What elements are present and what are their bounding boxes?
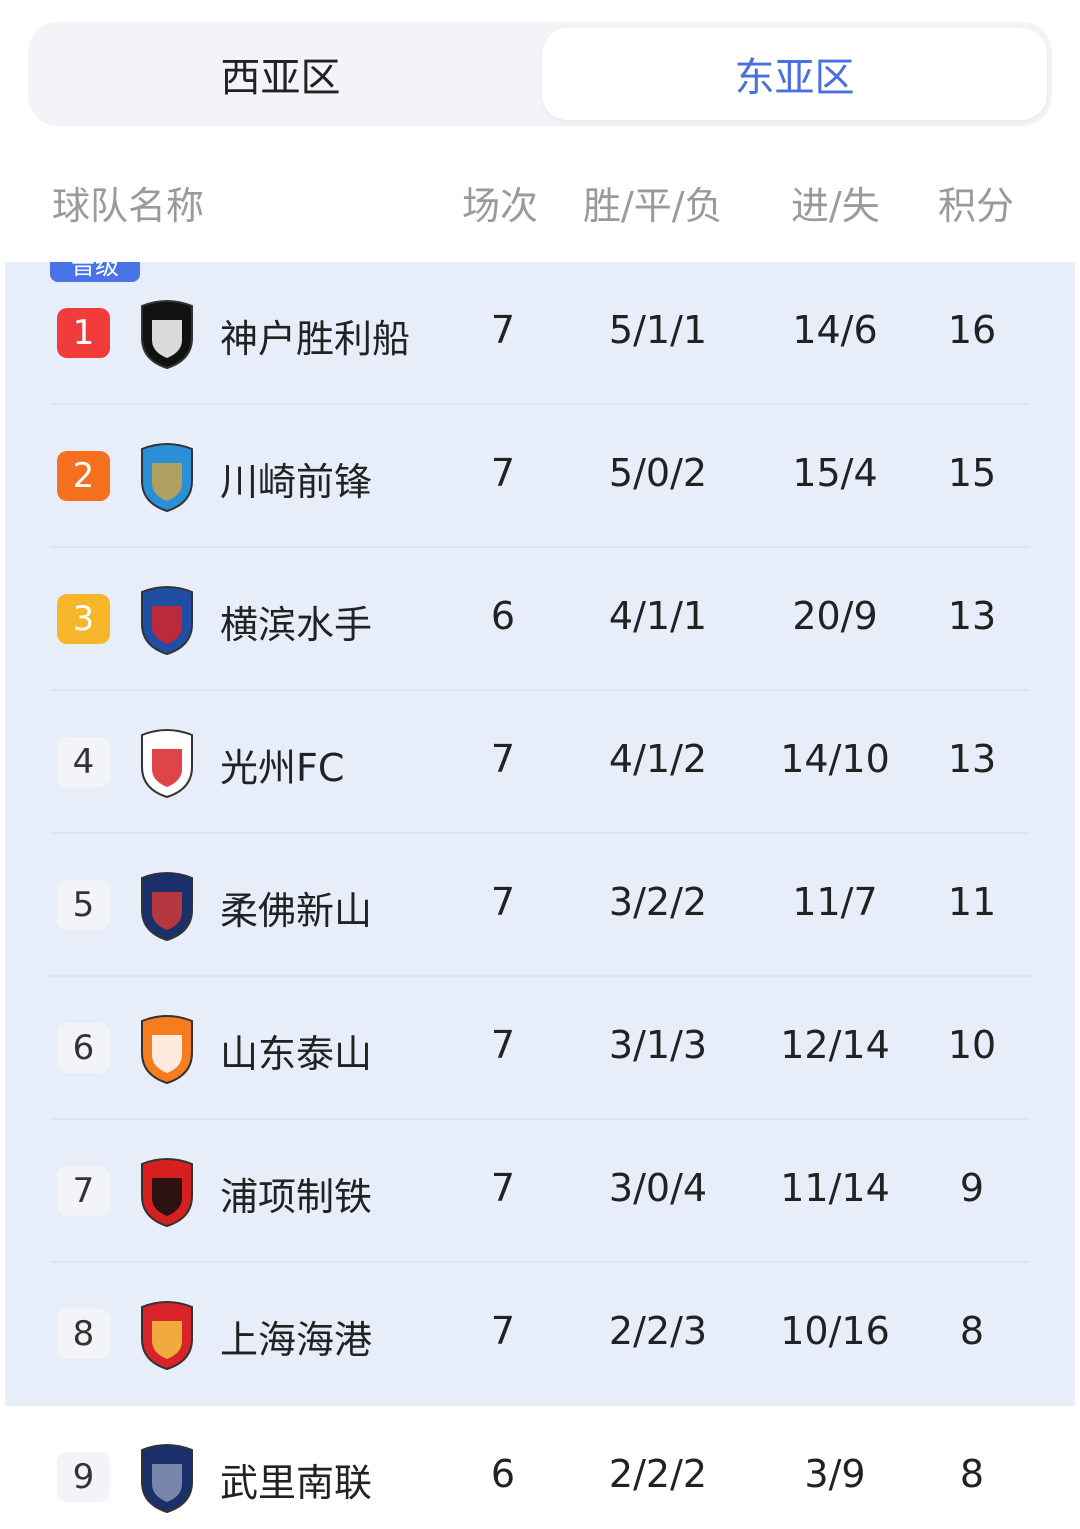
rank-badge: 7 — [57, 1166, 110, 1216]
points-value: 16 — [947, 308, 997, 352]
table-row[interactable]: 4 光州FC 7 4/1/2 14/10 13 — [5, 691, 1075, 834]
table-row[interactable]: 1 神户胜利船 7 5/1/1 14/6 16 — [5, 262, 1075, 405]
played-value: 7 — [490, 1023, 516, 1067]
wdl-value: 2/2/3 — [608, 1309, 708, 1353]
rank-badge: 9 — [57, 1452, 110, 1502]
played-value: 7 — [490, 308, 516, 352]
yokohama-marinos-logo-icon — [141, 586, 193, 656]
row-divider — [50, 1261, 1030, 1263]
table-row[interactable]: 7 浦项制铁 7 3/0/4 11/14 9 — [5, 1120, 1075, 1263]
table-row[interactable]: 8 上海海港 7 2/2/3 10/16 8 — [5, 1263, 1075, 1406]
points-value: 10 — [947, 1023, 997, 1067]
team-name[interactable]: 柔佛新山 — [220, 889, 373, 933]
shandong-taishan-logo-icon — [141, 1015, 193, 1085]
team-name[interactable]: 上海海港 — [220, 1318, 373, 1362]
wdl-value: 3/1/3 — [608, 1023, 708, 1067]
played-value: 7 — [490, 1166, 516, 1210]
header-wdl: 胜/平/负 — [583, 184, 723, 228]
points-value: 8 — [959, 1452, 985, 1496]
johor-logo-icon — [141, 872, 193, 942]
played-value: 7 — [490, 451, 516, 495]
team-name[interactable]: 浦项制铁 — [220, 1175, 373, 1219]
rank-badge: 5 — [57, 880, 110, 930]
points-value: 11 — [947, 880, 997, 924]
buriram-united-logo-icon — [141, 1444, 193, 1514]
goals-value: 15/4 — [792, 451, 878, 495]
points-value: 9 — [959, 1166, 985, 1210]
vissel-kobe-logo-icon — [141, 300, 193, 370]
row-divider — [50, 832, 1030, 834]
goals-value: 11/14 — [780, 1166, 890, 1210]
wdl-value: 2/2/2 — [608, 1452, 708, 1496]
goals-value: 14/10 — [780, 737, 890, 781]
table-row[interactable]: 2 川崎前锋 7 5/0/2 15/4 15 — [5, 405, 1075, 548]
goals-value: 11/7 — [792, 880, 878, 924]
rank-badge: 1 — [57, 308, 110, 358]
row-divider — [50, 403, 1030, 405]
wdl-value: 3/2/2 — [608, 880, 708, 924]
promotion-badge: 晋级 — [50, 262, 140, 282]
tab-east-asia[interactable]: 东亚区 — [542, 28, 1047, 120]
rank-badge: 2 — [57, 451, 110, 501]
wdl-value: 5/0/2 — [608, 451, 708, 495]
table-row[interactable]: 5 柔佛新山 7 3/2/2 11/7 11 — [5, 834, 1075, 977]
row-divider — [50, 546, 1030, 548]
team-name[interactable]: 武里南联 — [220, 1461, 373, 1505]
played-value: 6 — [490, 594, 516, 638]
goals-value: 10/16 — [780, 1309, 890, 1353]
points-value: 15 — [947, 451, 997, 495]
row-divider — [50, 975, 1030, 977]
header-team: 球队名称 — [52, 184, 205, 228]
goals-value: 14/6 — [792, 308, 878, 352]
header-goals: 进/失 — [791, 184, 880, 228]
played-value: 6 — [490, 1452, 516, 1496]
wdl-value: 4/1/2 — [608, 737, 708, 781]
table-row[interactable]: 9 武里南联 6 2/2/2 3/9 8 — [5, 1406, 1075, 1529]
gwangju-fc-logo-icon — [141, 729, 193, 799]
rank-badge: 3 — [57, 594, 110, 644]
points-value: 13 — [947, 737, 997, 781]
kawasaki-frontale-logo-icon — [141, 443, 193, 513]
table-row[interactable]: 6 山东泰山 7 3/1/3 12/14 10 — [5, 977, 1075, 1120]
tab-west-asia[interactable]: 西亚区 — [220, 55, 341, 101]
wdl-value: 4/1/1 — [608, 594, 708, 638]
goals-value: 12/14 — [780, 1023, 890, 1067]
team-name[interactable]: 神户胜利船 — [220, 317, 411, 361]
pohang-steelers-logo-icon — [141, 1158, 193, 1228]
team-name[interactable]: 光州FC — [220, 746, 345, 790]
goals-value: 20/9 — [792, 594, 878, 638]
team-name[interactable]: 川崎前锋 — [220, 460, 373, 504]
wdl-value: 5/1/1 — [608, 308, 708, 352]
row-divider — [50, 689, 1030, 691]
points-value: 8 — [959, 1309, 985, 1353]
wdl-value: 3/0/4 — [608, 1166, 708, 1210]
table-row[interactable]: 3 横滨水手 6 4/1/1 20/9 13 — [5, 548, 1075, 691]
played-value: 7 — [490, 737, 516, 781]
goals-value: 3/9 — [804, 1452, 866, 1496]
team-name[interactable]: 山东泰山 — [220, 1032, 373, 1076]
rank-badge: 6 — [57, 1023, 110, 1073]
standings-table: 1 神户胜利船 7 5/1/1 14/6 16 2 川崎前锋 7 5/0/2 1… — [5, 262, 1075, 1529]
shanghai-port-logo-icon — [141, 1301, 193, 1371]
team-name[interactable]: 横滨水手 — [220, 603, 373, 647]
row-divider — [50, 1118, 1030, 1120]
table-header: 球队名称 场次 胜/平/负 进/失 积分 — [0, 150, 1080, 250]
header-played: 场次 — [462, 184, 539, 228]
region-tabs: 西亚区 东亚区 — [28, 22, 1052, 126]
header-points: 积分 — [938, 184, 1015, 228]
points-value: 13 — [947, 594, 997, 638]
played-value: 7 — [490, 1309, 516, 1353]
played-value: 7 — [490, 880, 516, 924]
rank-badge: 4 — [57, 737, 110, 787]
rank-badge: 8 — [57, 1309, 110, 1359]
